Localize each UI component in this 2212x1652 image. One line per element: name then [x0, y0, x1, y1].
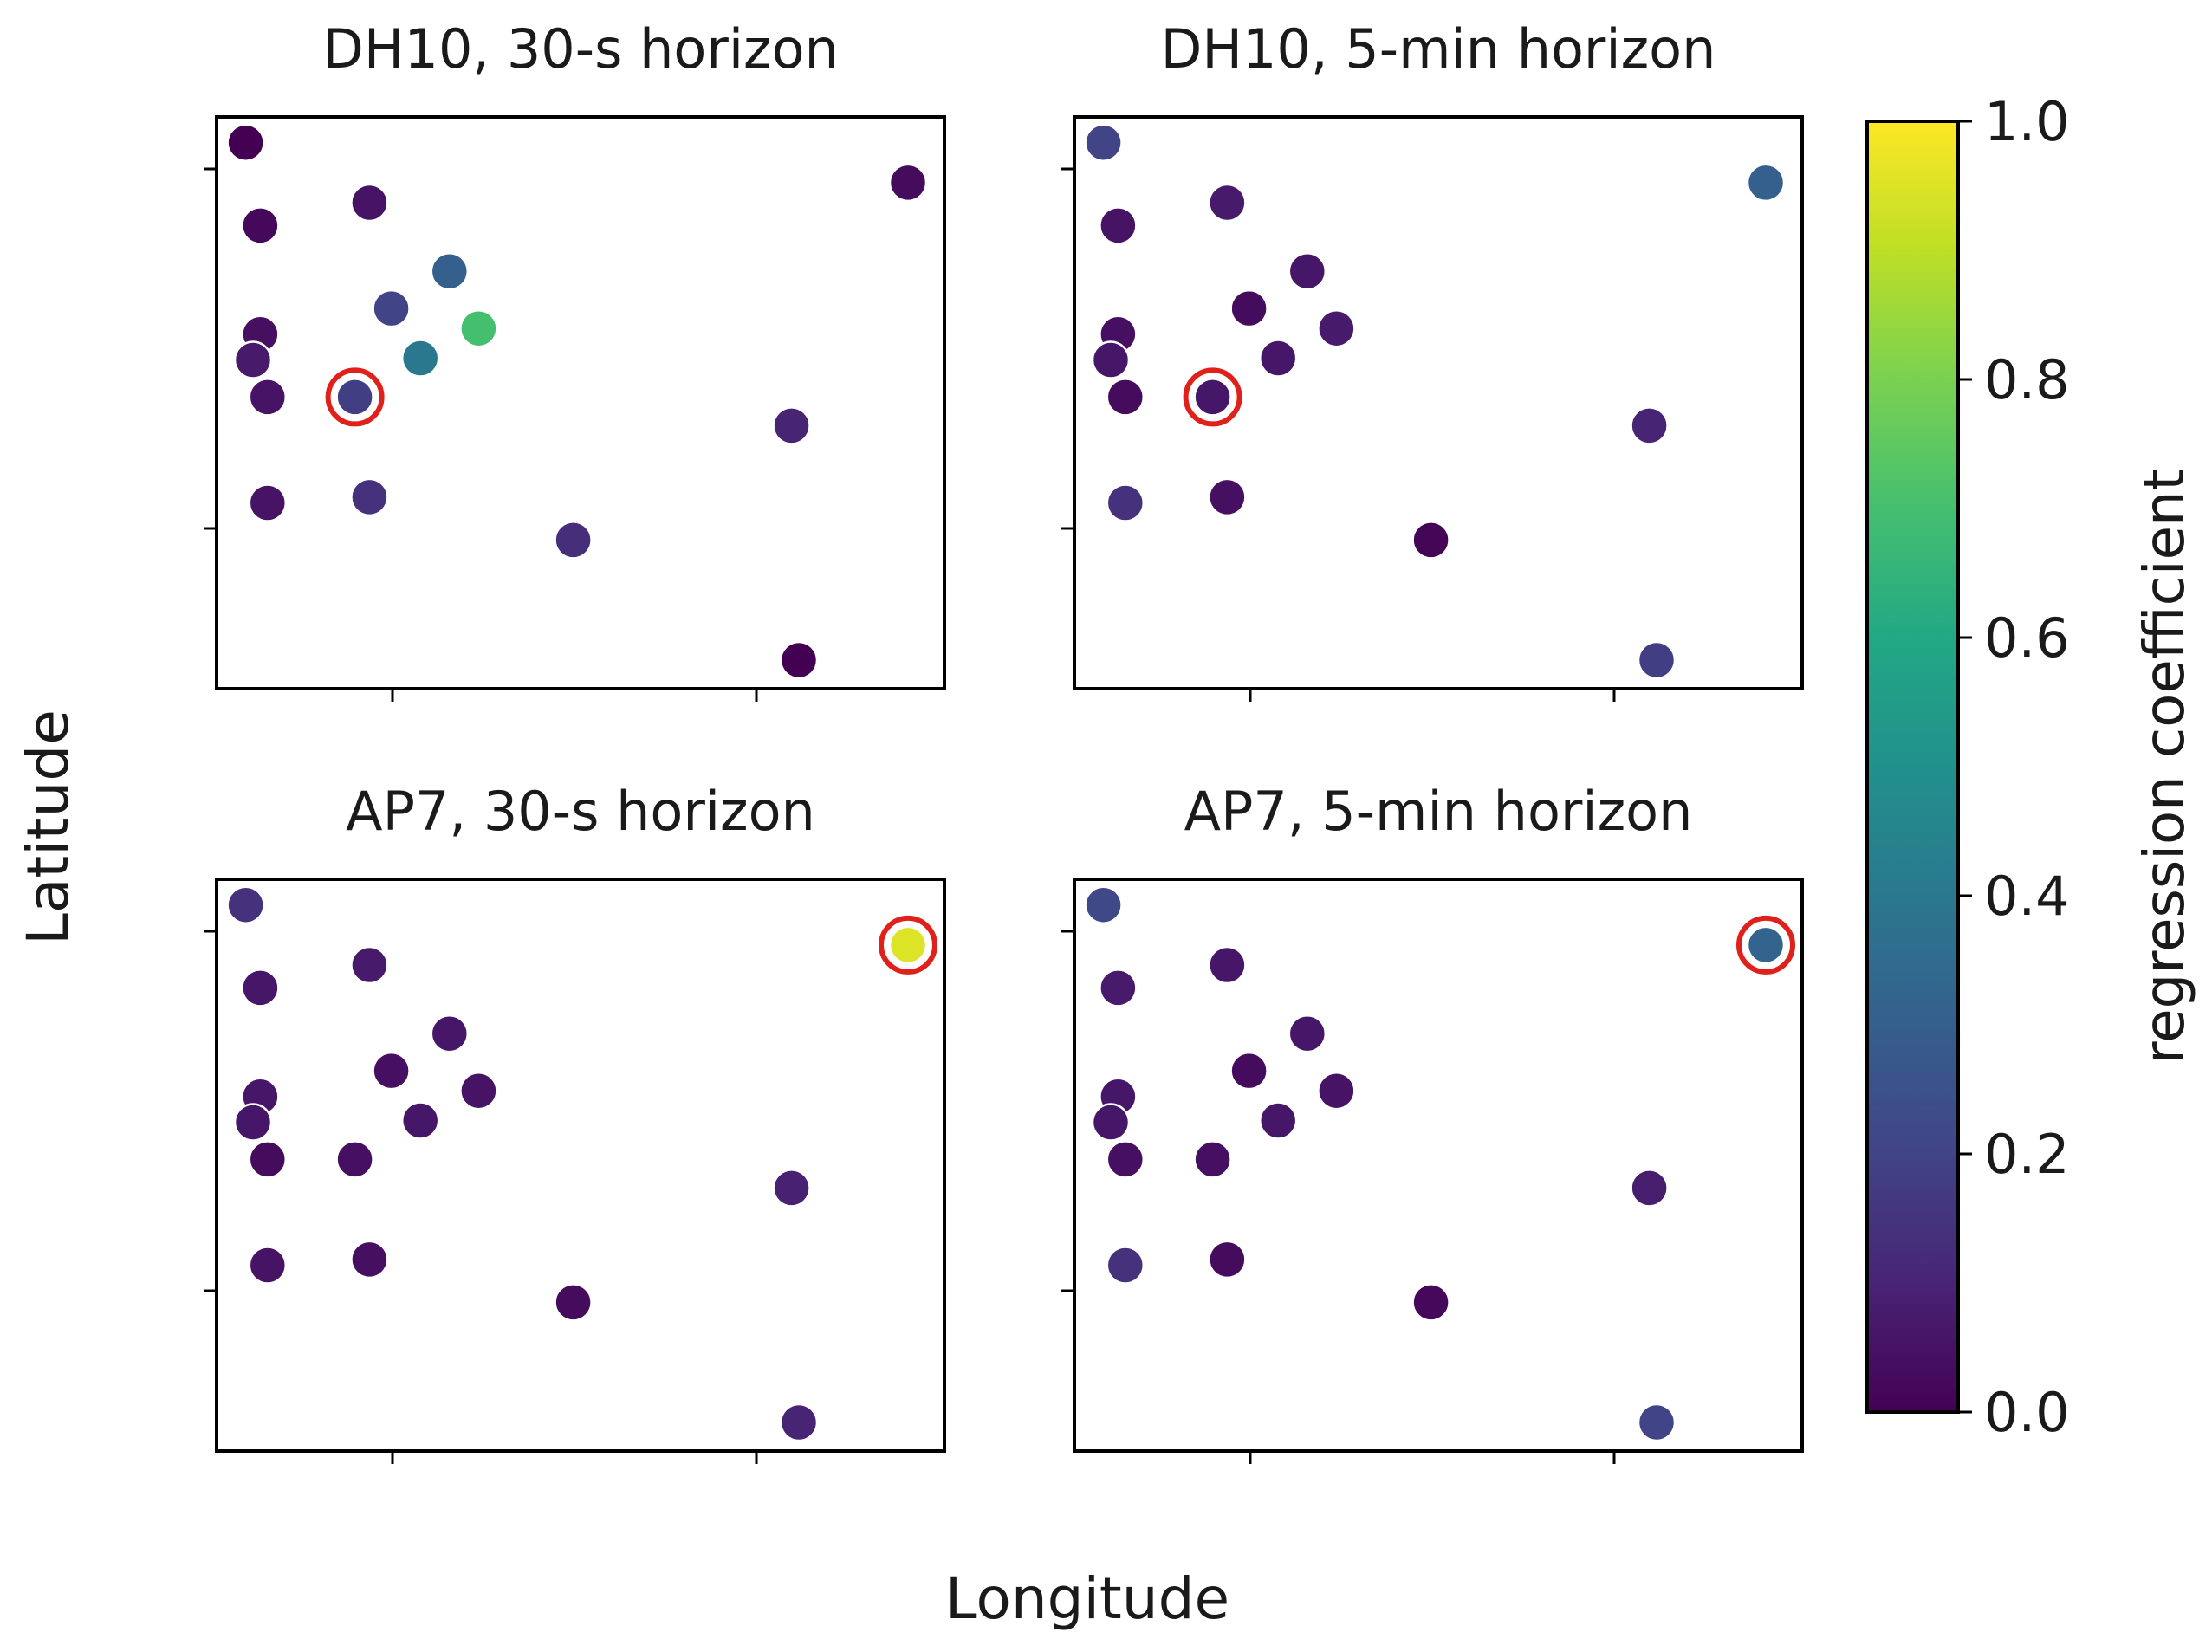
data-point: [1106, 378, 1145, 417]
data-point: [248, 1140, 288, 1179]
data-point: [241, 206, 280, 245]
data-point: [226, 885, 265, 924]
data-point: [1106, 483, 1145, 522]
data-point: [1106, 1140, 1145, 1179]
y-axis-label: Latitude: [15, 709, 81, 945]
data-point: [233, 1103, 273, 1142]
panel-title: DH10, 5-min horizon: [1161, 17, 1716, 81]
data-point: [772, 1169, 811, 1208]
colorbar-tick-label: 1.0: [1984, 90, 2070, 153]
data-point: [248, 483, 288, 522]
panel-ap7-30s: AP7, 30-s horizon: [204, 780, 946, 1464]
panel-title: AP7, 5-min horizon: [1184, 780, 1693, 843]
data-point: [1630, 1169, 1669, 1208]
data-point: [1637, 640, 1677, 680]
data-point: [1208, 477, 1247, 517]
data-point: [400, 1101, 440, 1140]
colorbar-tick-label: 0.8: [1984, 348, 2070, 411]
data-point: [459, 308, 498, 348]
data-point: [1084, 123, 1123, 162]
axes-frame: [215, 115, 946, 690]
colorbar-gradient: [1865, 120, 1960, 1414]
data-point: [226, 123, 265, 162]
panel-points: [1084, 123, 1786, 680]
data-point: [1637, 1403, 1677, 1442]
data-point: [1411, 1283, 1450, 1322]
data-point: [1099, 206, 1138, 245]
data-point: [888, 925, 928, 965]
data-point: [1229, 288, 1268, 328]
panel-dh10-30s: DH10, 30-s horizon: [204, 17, 946, 702]
data-point: [1091, 1103, 1131, 1142]
data-point: [1208, 945, 1247, 985]
data-point: [1208, 183, 1247, 223]
data-point: [1258, 339, 1298, 378]
x-axis-label: Longitude: [945, 1565, 1229, 1632]
data-point: [335, 1140, 374, 1179]
data-point: [459, 1071, 498, 1111]
data-point: [248, 1246, 288, 1285]
panel-title: DH10, 30-s horizon: [322, 17, 839, 81]
data-point: [430, 1014, 470, 1053]
data-point: [1208, 1240, 1247, 1279]
axes-frame: [1073, 115, 1804, 690]
data-point: [430, 251, 470, 291]
colorbar-tick-label: 0.4: [1984, 865, 2070, 928]
data-point: [1317, 308, 1356, 348]
data-point: [400, 339, 440, 378]
data-point: [350, 183, 389, 223]
colorbar-label: regression coefficient: [2133, 469, 2197, 1064]
data-point: [1288, 1014, 1327, 1053]
data-point: [554, 521, 593, 560]
axes-frame: [215, 878, 946, 1453]
data-point: [1193, 1140, 1232, 1179]
panel-points: [226, 885, 937, 1442]
data-point: [1288, 251, 1327, 291]
data-point: [248, 378, 288, 417]
data-point: [335, 378, 374, 417]
colorbar: 0.0 0.2 0.4 0.6 0.8 1.0 regression coefficien…: [1865, 90, 2197, 1444]
data-point: [1193, 378, 1232, 417]
data-point: [1630, 406, 1669, 445]
data-point: [1746, 163, 1786, 203]
colorbar-tick-label: 0.2: [1984, 1123, 2070, 1186]
colorbar-ticks: 0.0 0.2 0.4 0.6 0.8 1.0: [1958, 90, 2070, 1444]
data-point: [350, 945, 389, 985]
data-point: [1099, 969, 1138, 1007]
colorbar-tick-label: 0.0: [1984, 1381, 2070, 1444]
data-point: [554, 1283, 593, 1322]
data-point: [779, 640, 819, 680]
data-point: [772, 406, 811, 445]
data-point: [779, 1403, 819, 1442]
panel-ap7-5min: AP7, 5-min horizon: [1061, 780, 1804, 1464]
data-point: [888, 163, 928, 203]
data-point: [1746, 925, 1786, 965]
panel-points: [1084, 885, 1795, 1442]
colorbar-tick-label: 0.6: [1984, 606, 2070, 670]
data-point: [350, 477, 389, 517]
data-point: [233, 340, 273, 379]
data-point: [1317, 1071, 1356, 1111]
panel-title: AP7, 30-s horizon: [346, 780, 815, 843]
data-point: [1106, 1246, 1145, 1285]
data-point: [1258, 1101, 1298, 1140]
panel-points: [226, 123, 928, 680]
data-point: [1091, 340, 1131, 379]
data-point: [1229, 1051, 1268, 1091]
data-point: [1411, 521, 1450, 560]
data-point: [372, 288, 411, 328]
data-point: [1084, 885, 1123, 924]
data-point: [372, 1051, 411, 1091]
data-point: [241, 969, 280, 1007]
data-point: [350, 1240, 389, 1279]
panel-dh10-5min: DH10, 5-min horizon: [1061, 17, 1804, 702]
axes-frame: [1073, 878, 1804, 1453]
